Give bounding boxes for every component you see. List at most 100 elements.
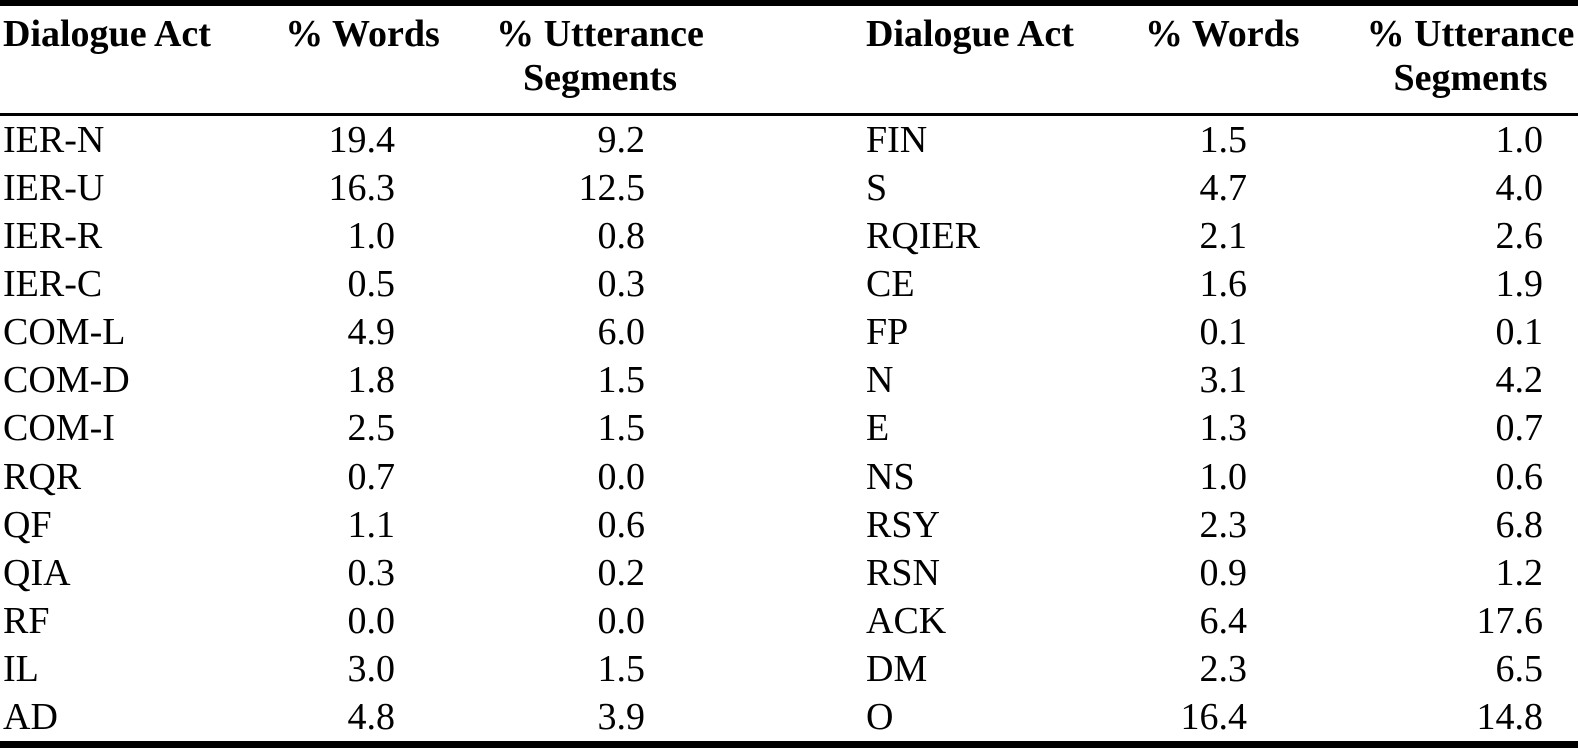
dialogue-act-cell: IER-C xyxy=(3,263,103,306)
dialogue-act-cell: IL xyxy=(3,647,39,690)
utterance-percent-cell: 0.8 xyxy=(597,215,646,258)
dialogue-act-cell: O xyxy=(866,695,894,738)
words-percent-cell: 0.3 xyxy=(347,551,396,594)
table-body: IER-N 19.4 9.2 FIN 1.5 1.0 IER-U 16.3 12… xyxy=(0,116,1578,741)
utterance-percent-cell: 0.6 xyxy=(1495,455,1544,498)
utterance-percent-cell: 1.5 xyxy=(597,647,646,690)
table-row: IER-N 19.4 9.2 FIN 1.5 1.0 xyxy=(0,116,1578,164)
words-percent-cell: 16.3 xyxy=(328,167,396,210)
dialogue-act-cell: ACK xyxy=(866,599,947,642)
dialogue-act-cell: IER-N xyxy=(3,119,105,162)
utterance-percent-cell: 3.9 xyxy=(597,695,646,738)
utterance-percent-cell: 4.0 xyxy=(1495,167,1544,210)
words-percent-cell: 19.4 xyxy=(328,119,396,162)
utterance-percent-cell: 1.5 xyxy=(597,407,646,450)
dialogue-act-cell: DM xyxy=(866,647,928,690)
words-percent-cell: 1.0 xyxy=(1199,455,1248,498)
header-words-left: % Words xyxy=(285,13,440,55)
words-percent-cell: 2.3 xyxy=(1199,647,1248,690)
dialogue-act-cell: N xyxy=(866,359,894,402)
utterance-percent-cell: 0.0 xyxy=(597,455,646,498)
header-dialogue-act-right: Dialogue Act xyxy=(866,13,1074,55)
dialogue-act-cell: E xyxy=(866,407,890,450)
header-utterance-line1: % Utterance xyxy=(1366,13,1575,55)
utterance-percent-cell: 6.0 xyxy=(597,311,646,354)
utterance-percent-cell: 1.9 xyxy=(1495,263,1544,306)
table-row: QIA 0.3 0.2 RSN 0.9 1.2 xyxy=(0,549,1578,597)
table-row: IL 3.0 1.5 DM 2.3 6.5 xyxy=(0,645,1578,693)
table-row: QF 1.1 0.6 RSY 2.3 6.8 xyxy=(0,501,1578,549)
header-utterance-segments-left: % Utterance Segments xyxy=(440,12,715,113)
header-segments-line2: Segments xyxy=(522,57,678,99)
utterance-percent-cell: 1.2 xyxy=(1495,551,1544,594)
words-percent-cell: 0.5 xyxy=(347,263,396,306)
dialogue-act-cell: QF xyxy=(3,503,52,546)
header-utterance-segments-right: % Utterance Segments xyxy=(1295,12,1578,113)
table-row: IER-U 16.3 12.5 S 4.7 4.0 xyxy=(0,164,1578,212)
words-percent-cell: 0.1 xyxy=(1199,311,1248,354)
table-row: IER-C 0.5 0.3 CE 1.6 1.9 xyxy=(0,260,1578,308)
table-row: COM-L 4.9 6.0 FP 0.1 0.1 xyxy=(0,308,1578,356)
words-percent-cell: 1.5 xyxy=(1199,119,1248,162)
table-row: RQR 0.7 0.0 NS 1.0 0.6 xyxy=(0,453,1578,501)
words-percent-cell: 4.8 xyxy=(347,695,396,738)
utterance-percent-cell: 6.5 xyxy=(1495,647,1544,690)
table-row: RF 0.0 0.0 ACK 6.4 17.6 xyxy=(0,597,1578,645)
words-percent-cell: 2.1 xyxy=(1199,215,1248,258)
utterance-percent-cell: 14.8 xyxy=(1476,695,1544,738)
utterance-percent-cell: 2.6 xyxy=(1495,215,1544,258)
table-row: COM-I 2.5 1.5 E 1.3 0.7 xyxy=(0,404,1578,452)
header-segments-line2: Segments xyxy=(1393,57,1548,99)
utterance-percent-cell: 1.5 xyxy=(597,359,646,402)
words-percent-cell: 1.3 xyxy=(1199,407,1248,450)
words-percent-cell: 6.4 xyxy=(1199,599,1248,642)
utterance-percent-cell: 1.0 xyxy=(1495,119,1544,162)
words-percent-cell: 1.1 xyxy=(347,503,396,546)
dialogue-act-cell: RQIER xyxy=(866,215,980,258)
words-percent-cell: 4.9 xyxy=(347,311,396,354)
utterance-percent-cell: 0.0 xyxy=(597,599,646,642)
utterance-percent-cell: 0.7 xyxy=(1495,407,1544,450)
column-gap xyxy=(715,12,863,113)
table-row: AD 4.8 3.9 O 16.4 14.8 xyxy=(0,693,1578,741)
words-percent-cell: 3.1 xyxy=(1199,359,1248,402)
dialogue-act-cell: COM-I xyxy=(3,407,115,450)
dialogue-act-cell: IER-R xyxy=(3,215,103,258)
dialogue-act-cell: AD xyxy=(3,695,58,738)
dialogue-act-cell: CE xyxy=(866,263,915,306)
utterance-percent-cell: 12.5 xyxy=(578,167,646,210)
words-percent-cell: 2.3 xyxy=(1199,503,1248,546)
dialogue-act-cell: NS xyxy=(866,455,915,498)
words-percent-cell: 3.0 xyxy=(347,647,396,690)
words-percent-cell: 16.4 xyxy=(1180,695,1248,738)
dialogue-act-cell: S xyxy=(866,167,888,210)
dialogue-act-cell: RSN xyxy=(866,551,940,594)
header-dialogue-act-left: Dialogue Act xyxy=(3,13,211,55)
utterance-percent-cell: 0.6 xyxy=(597,503,646,546)
words-percent-cell: 0.9 xyxy=(1199,551,1248,594)
dialogue-act-cell: FP xyxy=(866,311,909,354)
utterance-percent-cell: 9.2 xyxy=(597,119,646,162)
words-percent-cell: 1.6 xyxy=(1199,263,1248,306)
words-percent-cell: 1.0 xyxy=(347,215,396,258)
table-row: COM-D 1.8 1.5 N 3.1 4.2 xyxy=(0,356,1578,404)
header-words-right: % Words xyxy=(1145,13,1300,55)
utterance-percent-cell: 0.1 xyxy=(1495,311,1544,354)
dialogue-act-cell: COM-D xyxy=(3,359,130,402)
words-percent-cell: 0.7 xyxy=(347,455,396,498)
header-utterance-line1: % Utterance xyxy=(496,13,704,55)
utterance-percent-cell: 6.8 xyxy=(1495,503,1544,546)
utterance-percent-cell: 0.2 xyxy=(597,551,646,594)
words-percent-cell: 1.8 xyxy=(347,359,396,402)
dialogue-act-cell: FIN xyxy=(866,119,928,162)
utterance-percent-cell: 17.6 xyxy=(1476,599,1544,642)
dialogue-act-cell: RF xyxy=(3,599,50,642)
words-percent-cell: 0.0 xyxy=(347,599,396,642)
utterance-percent-cell: 4.2 xyxy=(1495,359,1544,402)
utterance-percent-cell: 0.3 xyxy=(597,263,646,306)
dialogue-act-cell: QIA xyxy=(3,551,71,594)
dialogue-act-cell: RQR xyxy=(3,455,82,498)
table-header-row: Dialogue Act % Words % Utterance Segment… xyxy=(0,6,1578,116)
dialogue-act-cell: COM-L xyxy=(3,311,126,354)
